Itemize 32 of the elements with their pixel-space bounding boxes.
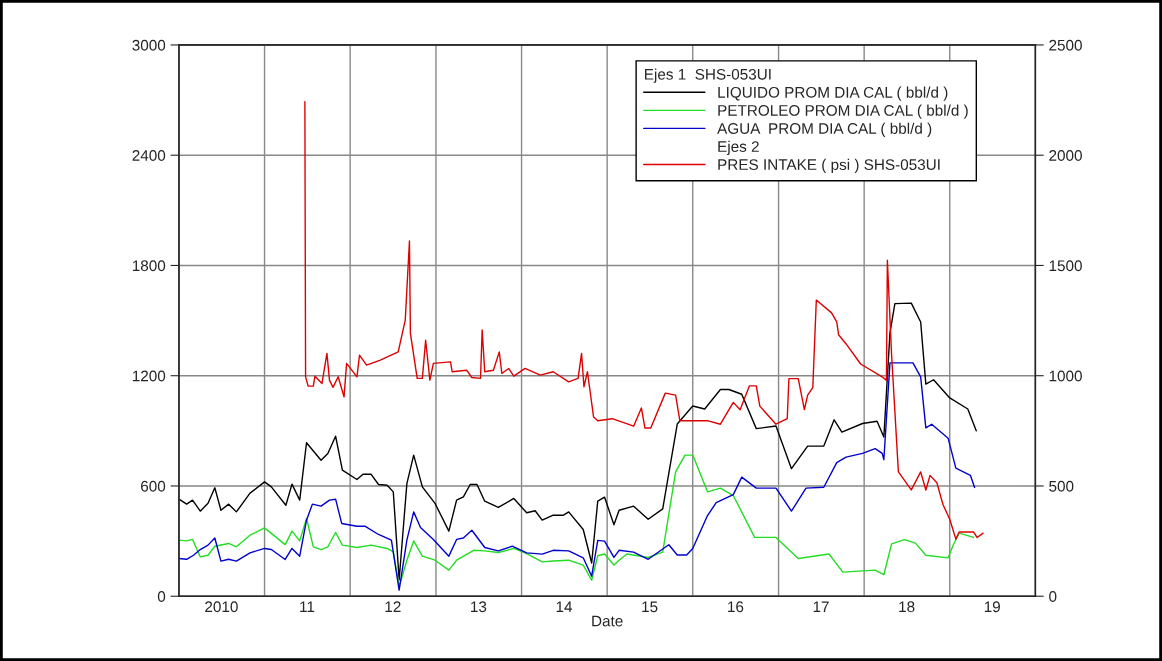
y2-tick-label: 1500	[1049, 260, 1082, 272]
legend-label: AGUA PROM DIA CAL ( bbl/d )	[717, 122, 932, 137]
legend-label: PRES INTAKE ( psi ) SHS-053UI	[718, 158, 940, 174]
x-tick-label: 2010	[205, 601, 238, 613]
x-tick-label: 14	[556, 601, 573, 613]
y-tick-label: 0	[157, 591, 166, 602]
y2-tick-label: 2000	[1049, 150, 1082, 161]
x-axis-title: Date	[592, 615, 623, 627]
legend-title: Ejes 1 SHS-053UI	[645, 68, 771, 83]
x-tick-label: 17	[813, 601, 829, 613]
y2-tick-label: 2500	[1049, 39, 1082, 51]
legend-label: LIQUIDO PROM DIA CAL ( bbl/d )	[718, 86, 948, 101]
y2-tick-label: 500	[1049, 480, 1074, 492]
line-series	[178, 362, 976, 591]
legend-label: PETROLEO PROM DIA CAL ( bbl/d )	[718, 104, 968, 119]
y2-tick-label: 1000	[1049, 370, 1082, 382]
y-tick-label: 3000	[132, 39, 166, 51]
x-tick-label: 18	[899, 601, 915, 613]
x-tick-label: 19	[984, 601, 1000, 613]
y2-tick-label: 0	[1049, 591, 1057, 602]
y-tick-label: 2400	[132, 150, 166, 161]
line-series	[178, 302, 977, 581]
annotation: Ejes 2	[718, 140, 759, 155]
x-tick-label: 12	[385, 601, 401, 613]
line-series	[304, 100, 984, 540]
y-tick-label: 600	[141, 480, 166, 492]
y-tick-label: 1200	[132, 370, 166, 382]
x-tick-label: 15	[642, 601, 658, 613]
x-tick-label: 13	[471, 601, 487, 613]
x-tick-label: 16	[728, 601, 744, 613]
y-tick-label: 1800	[132, 260, 166, 272]
x-tick-label: 11	[300, 601, 315, 613]
